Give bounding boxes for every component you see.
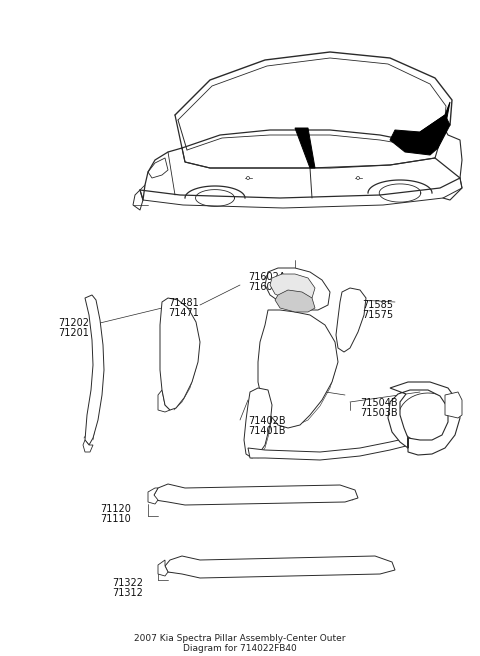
Text: 71602A: 71602A — [248, 272, 286, 282]
Text: 71312: 71312 — [112, 588, 143, 598]
Polygon shape — [244, 388, 272, 458]
Polygon shape — [248, 438, 410, 460]
Text: 71202: 71202 — [58, 318, 89, 328]
Text: 71575: 71575 — [362, 310, 393, 320]
Polygon shape — [258, 310, 338, 428]
Polygon shape — [83, 440, 93, 452]
Text: 71401B: 71401B — [248, 426, 286, 436]
Polygon shape — [336, 288, 366, 352]
Text: 2007 Kia Spectra Pillar Assembly-Center Outer: 2007 Kia Spectra Pillar Assembly-Center … — [134, 634, 346, 643]
Text: 71110: 71110 — [100, 514, 131, 524]
Text: 71120: 71120 — [100, 504, 131, 514]
Circle shape — [247, 176, 250, 180]
Polygon shape — [265, 268, 330, 310]
Text: 71471: 71471 — [168, 308, 199, 318]
Polygon shape — [445, 392, 462, 418]
Polygon shape — [148, 488, 158, 504]
Polygon shape — [420, 102, 450, 140]
Polygon shape — [295, 128, 315, 168]
Text: 71601A: 71601A — [248, 282, 286, 292]
Polygon shape — [168, 562, 177, 572]
Text: 71201: 71201 — [58, 328, 89, 338]
Polygon shape — [158, 560, 168, 576]
Text: Diagram for 714022FB40: Diagram for 714022FB40 — [183, 644, 297, 653]
Text: 71503B: 71503B — [360, 408, 397, 418]
Polygon shape — [160, 298, 200, 410]
Polygon shape — [85, 295, 104, 445]
Polygon shape — [275, 290, 315, 312]
Polygon shape — [154, 484, 358, 505]
Polygon shape — [270, 274, 315, 302]
Circle shape — [357, 176, 360, 180]
Text: 71402B: 71402B — [248, 416, 286, 426]
Polygon shape — [165, 556, 395, 578]
Polygon shape — [158, 490, 165, 500]
Polygon shape — [390, 115, 450, 155]
Text: 71504B: 71504B — [360, 398, 397, 408]
Polygon shape — [388, 382, 460, 455]
Polygon shape — [158, 390, 170, 412]
Text: 71481: 71481 — [168, 298, 199, 308]
Text: 71322: 71322 — [112, 578, 143, 588]
Text: 71585: 71585 — [362, 300, 393, 310]
